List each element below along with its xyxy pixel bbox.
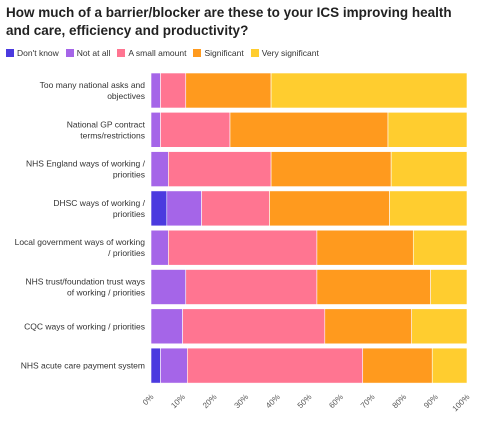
legend-label: A small amount bbox=[128, 48, 187, 58]
bar-segment[interactable] bbox=[270, 72, 468, 109]
bar-segment[interactable] bbox=[150, 308, 183, 345]
x-tick-label: 20% bbox=[201, 392, 219, 410]
bar-segment[interactable] bbox=[150, 347, 161, 384]
legend-swatch bbox=[6, 49, 14, 57]
bar-segment[interactable] bbox=[168, 151, 272, 187]
x-tick-label: 90% bbox=[422, 392, 440, 410]
legend-swatch bbox=[250, 49, 259, 57]
x-tick-label: 70% bbox=[359, 392, 377, 410]
category-label: NHS trust/foundation trust ways of workin… bbox=[25, 277, 145, 298]
category-label: NHS England ways of working / priorities bbox=[26, 159, 146, 180]
x-tick-label: 60% bbox=[327, 392, 345, 410]
bar-segment[interactable] bbox=[150, 151, 169, 187]
bar-segment[interactable] bbox=[390, 151, 468, 187]
legend-item[interactable]: A small amount bbox=[117, 48, 186, 58]
bar-segment[interactable] bbox=[269, 190, 390, 227]
bar-segment[interactable] bbox=[411, 308, 468, 345]
x-tick-label: 30% bbox=[233, 392, 251, 410]
bar-segment[interactable] bbox=[430, 269, 468, 305]
x-tick-label: 10% bbox=[169, 392, 187, 410]
category-label: CQC ways of working / priorities bbox=[24, 321, 145, 331]
bar-segment[interactable] bbox=[316, 229, 414, 266]
bar-segment[interactable] bbox=[201, 190, 270, 227]
bar-segment[interactable] bbox=[324, 308, 412, 345]
legend-swatch bbox=[193, 49, 202, 57]
bar-segment[interactable] bbox=[150, 190, 168, 227]
legend-swatch bbox=[117, 49, 126, 57]
legend-item[interactable]: Significant bbox=[193, 48, 244, 58]
bar-segment[interactable] bbox=[160, 72, 187, 109]
legend: Don't know Not at all A small amount Signif… bbox=[6, 46, 326, 60]
bar-segment[interactable] bbox=[185, 269, 318, 305]
bar-segment[interactable] bbox=[387, 112, 468, 148]
bar-segment[interactable] bbox=[166, 190, 202, 227]
bar-segment[interactable] bbox=[150, 269, 187, 305]
legend-label: Not at all bbox=[76, 48, 111, 58]
category-label: National GP contract terms/restrictions bbox=[67, 119, 146, 140]
bar-segment[interactable] bbox=[182, 308, 326, 345]
legend-item[interactable]: Don't know bbox=[6, 48, 59, 58]
x-tick-label: 40% bbox=[264, 392, 282, 410]
bar-segment[interactable] bbox=[229, 112, 389, 148]
x-tick-label: 50% bbox=[296, 392, 314, 410]
bar-segment[interactable] bbox=[362, 347, 433, 384]
legend-label: Significant bbox=[204, 48, 244, 58]
legend-item[interactable]: Not at all bbox=[65, 48, 111, 58]
bar-segment[interactable] bbox=[150, 72, 161, 109]
bar-segment[interactable] bbox=[431, 347, 468, 384]
bar-segment[interactable] bbox=[160, 112, 231, 148]
bar-segment[interactable] bbox=[412, 229, 468, 266]
bar-segment[interactable] bbox=[389, 190, 468, 227]
legend-item[interactable]: Very significant bbox=[250, 48, 319, 58]
legend-label: Don't know bbox=[17, 48, 59, 58]
legend-label: Very significant bbox=[261, 48, 319, 58]
x-tick-label: 100% bbox=[451, 392, 472, 413]
bar-segment[interactable] bbox=[187, 347, 364, 384]
x-tick-label: 0% bbox=[141, 392, 156, 407]
bar-segment[interactable] bbox=[150, 229, 169, 266]
category-label: NHS acute care payment system bbox=[21, 361, 145, 371]
x-tick-label: 80% bbox=[391, 392, 409, 410]
bar-segment[interactable] bbox=[316, 269, 431, 305]
bar-segment[interactable] bbox=[150, 112, 161, 148]
category-label: DHSC ways of working / priorities bbox=[53, 198, 145, 219]
legend-swatch bbox=[65, 49, 74, 57]
bar-segment[interactable] bbox=[168, 229, 318, 266]
category-label: Local government ways of working / priori… bbox=[15, 237, 146, 258]
bar-segment[interactable] bbox=[160, 347, 188, 384]
chart-title: How much of a barrier/blocker are these … bbox=[6, 5, 452, 38]
bar-segment[interactable] bbox=[270, 151, 392, 187]
category-label: Too many national asks and objectives bbox=[40, 80, 146, 101]
bar-segment[interactable] bbox=[185, 72, 272, 109]
